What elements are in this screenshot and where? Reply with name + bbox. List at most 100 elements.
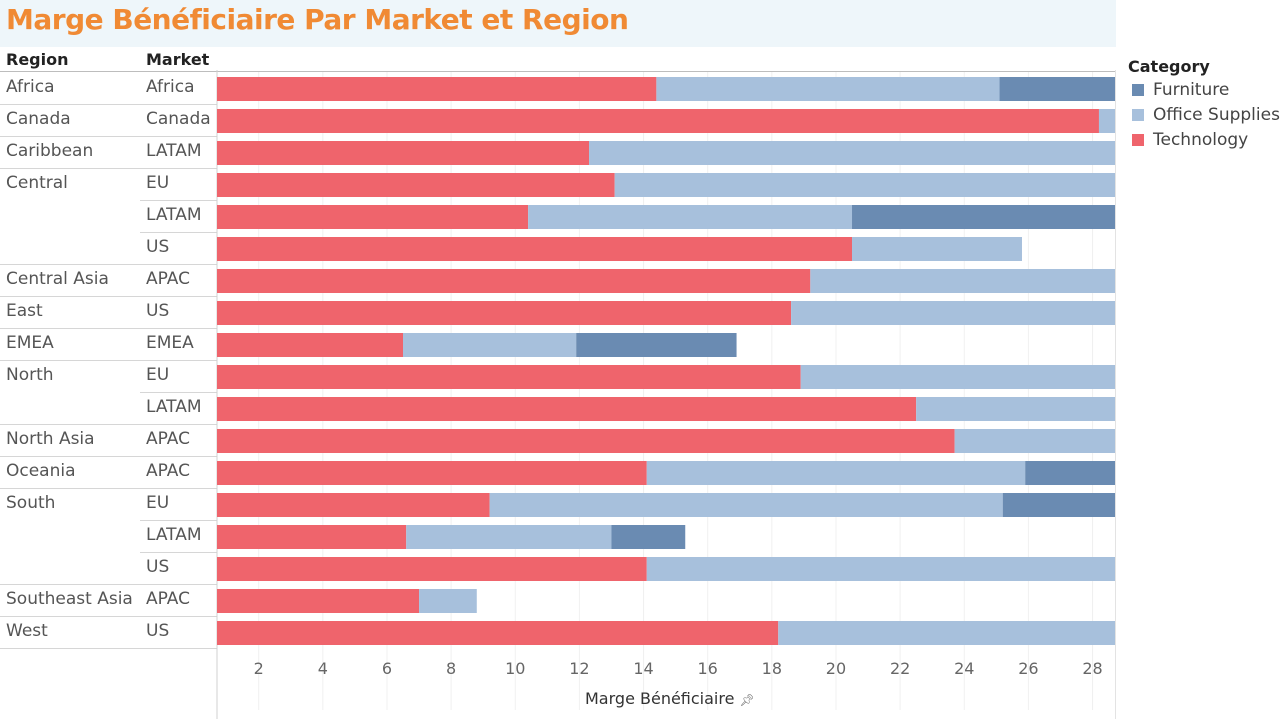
bar-office-supplies [646,557,1115,581]
legend-label-furniture: Furniture [1153,80,1230,100]
x-axis-label-text: Marge Bénéficiaire [585,689,735,708]
bar-furniture [1002,493,1115,517]
bar-furniture [852,205,1115,229]
bar-technology [217,493,490,517]
market-label: Africa [146,77,195,97]
bar-technology [217,269,811,293]
furniture-swatch [1132,84,1144,96]
x-tick-label: 16 [698,659,718,678]
office-supplies-swatch [1132,109,1144,121]
bar-office-supplies [800,365,1115,389]
row-separator [0,648,217,649]
bar-technology [217,557,647,581]
title-band [0,0,1116,47]
bar-furniture [1025,461,1115,485]
x-tick-label: 18 [762,659,782,678]
bar-technology [217,301,792,325]
row-separator [0,168,217,169]
bar-technology [217,77,657,101]
x-tick-label: 4 [318,659,328,678]
bar-technology [217,333,404,357]
legend-item-technology[interactable]: Technology [1132,130,1248,150]
bar-furniture [576,333,737,357]
bar-furniture [999,77,1115,101]
market-label: US [146,557,170,577]
bar-furniture [611,525,686,549]
row-separator [140,552,217,553]
bar-technology [217,589,420,613]
row-separator [0,424,217,425]
market-label: EU [146,365,170,385]
row-separator [0,360,217,361]
legend-title: Category [1128,57,1210,76]
region-label: North [6,365,54,385]
bar-technology [217,461,647,485]
region-label: Central Asia [6,269,109,289]
x-tick-label: 20 [826,659,846,678]
pin-icon[interactable]: 📌︎ [739,693,755,707]
row-separator [0,104,217,105]
market-label: APAC [146,269,190,289]
bar-technology [217,621,779,645]
x-tick-label: 26 [1018,659,1038,678]
row-separator [0,616,217,617]
bar-technology [217,237,853,261]
x-tick-label: 22 [890,659,910,678]
bar-technology [217,429,955,453]
row-separator [0,136,217,137]
region-label: South [6,493,56,513]
bar-office-supplies [589,141,1115,165]
market-label: US [146,301,170,321]
bar-office-supplies [419,589,477,613]
region-label: Caribbean [6,141,94,161]
region-label: Central [6,173,68,193]
legend-item-office-supplies[interactable]: Office Supplies [1132,105,1280,125]
bar-technology [217,525,407,549]
row-separator [0,488,217,489]
market-label: US [146,237,170,257]
market-label: LATAM [146,397,202,417]
x-tick-label: 8 [446,659,456,678]
market-label: APAC [146,429,190,449]
legend-label-technology: Technology [1153,130,1249,150]
bar-office-supplies [406,525,612,549]
row-separator [0,296,217,297]
chart-title: Marge Bénéficiaire Par Market et Region [6,3,629,36]
x-tick-label: 6 [382,659,392,678]
market-label: LATAM [146,525,202,545]
region-label: Africa [6,77,55,97]
region-label: Southeast Asia [6,589,133,609]
bar-technology [217,397,917,421]
legend-item-furniture[interactable]: Furniture [1132,80,1229,100]
market-label: EU [146,493,170,513]
bar-office-supplies [810,269,1115,293]
bar-technology [217,365,801,389]
x-tick-label: 12 [569,659,589,678]
x-tick-label: 14 [633,659,653,678]
market-label: EU [146,173,170,193]
bar-office-supplies [403,333,577,357]
bar-office-supplies [954,429,1115,453]
header-divider [0,71,1116,72]
region-header: Region [6,50,69,69]
row-separator [140,232,217,233]
bar-office-supplies [614,173,1115,197]
technology-swatch [1132,134,1144,146]
row-separator [0,456,217,457]
bar-office-supplies [916,397,1115,421]
row-separator [140,520,217,521]
row-separator [140,200,217,201]
market-label: EMEA [146,333,194,353]
row-separator [0,328,217,329]
region-label: West [6,621,48,641]
bar-technology [217,205,529,229]
market-label: LATAM [146,141,202,161]
region-label: EMEA [6,333,54,353]
x-tick-label: 10 [505,659,525,678]
bar-technology [217,141,590,165]
bar-office-supplies [778,621,1115,645]
x-tick-label: 24 [954,659,974,678]
bar-technology [217,173,615,197]
bar-technology [217,109,1099,133]
